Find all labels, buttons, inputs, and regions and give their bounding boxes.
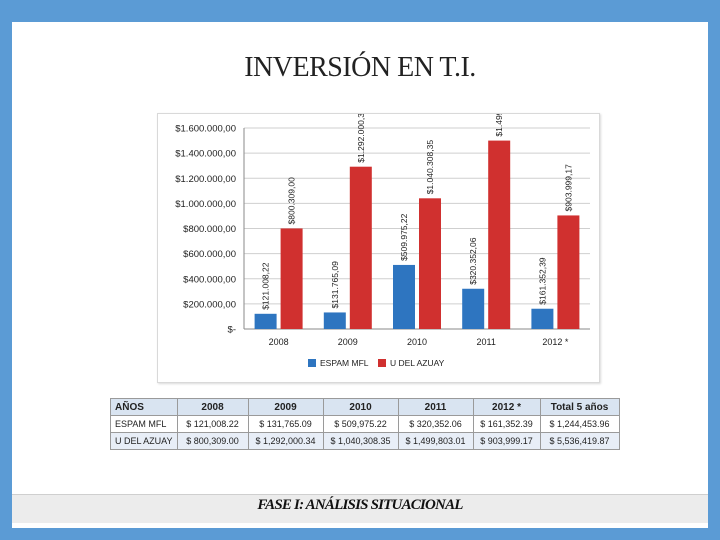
legend-label: U DEL AZUAY bbox=[390, 358, 445, 368]
y-tick-label: $1.200.000,00 bbox=[175, 174, 236, 185]
y-tick-label: $- bbox=[228, 325, 236, 336]
data-label: $1.040.308,35 bbox=[425, 140, 435, 195]
table-row-label: U DEL AZUAY bbox=[110, 432, 178, 450]
table-cell: $ 1,292,000.34 bbox=[247, 432, 324, 450]
y-tick-label: $1.000.000,00 bbox=[175, 199, 236, 210]
slide-title: INVERSIÓN EN T.I. bbox=[244, 52, 476, 83]
table-header-cell: 2009 bbox=[247, 398, 324, 416]
table-header-cell: 2012 * bbox=[472, 398, 541, 416]
table-cell: $ 509,975.22 bbox=[322, 415, 399, 433]
table-cell: $ 1,244,453.96 bbox=[539, 415, 620, 433]
table-header-cell: 2011 bbox=[397, 398, 474, 416]
bar-chart: $- $200.000,00 $400.000,00 $600.000,00 $800.… bbox=[157, 82, 600, 383]
table-cell: $ 5,536,419.87 bbox=[539, 432, 620, 450]
data-label: $1.499.803,01 bbox=[494, 114, 504, 137]
y-tick-label: $800.000,00 bbox=[183, 224, 236, 235]
slide-frame-top bbox=[0, 0, 720, 22]
bar-espam bbox=[254, 313, 277, 329]
data-label: $1.292.000,34 bbox=[356, 114, 366, 163]
slide-frame-right bbox=[708, 0, 720, 540]
x-tick-label: 2012 * bbox=[542, 337, 569, 347]
table-cell: $ 121,008.22 bbox=[176, 415, 249, 433]
table-cell: $ 903,999.17 bbox=[472, 432, 541, 450]
y-tick-label: $400.000,00 bbox=[183, 274, 236, 285]
table-header-cell: 2008 bbox=[176, 398, 249, 416]
table-cell: $ 1,499,803.01 bbox=[397, 432, 474, 450]
table-header-cell: 2010 bbox=[322, 398, 399, 416]
data-label: $903.999,17 bbox=[563, 164, 573, 212]
table-cell: $ 320,352.06 bbox=[397, 415, 474, 433]
data-label: $800.309,00 bbox=[287, 177, 297, 225]
slide-frame-left bbox=[0, 0, 12, 540]
data-label: $320.352,06 bbox=[468, 237, 478, 285]
table-cell: $ 1,040,308.35 bbox=[322, 432, 399, 450]
x-tick-label: 2010 bbox=[407, 337, 427, 347]
bar-chart-svg: $- $200.000,00 $400.000,00 $600.000,00 $800.… bbox=[175, 82, 590, 368]
footer-bar bbox=[12, 494, 708, 523]
bar-espam bbox=[393, 264, 415, 329]
bar-azuay bbox=[419, 198, 441, 329]
table-row-label: ESPAM MFL bbox=[110, 415, 178, 433]
legend-label: ESPAM MFL bbox=[320, 358, 369, 368]
bar-azuay bbox=[488, 140, 511, 329]
table-cell: $ 161,352.39 bbox=[472, 415, 541, 433]
y-tick-label: $1.400.000,00 bbox=[175, 149, 236, 160]
bar-espam bbox=[462, 288, 485, 329]
table-row: ESPAM MFL $ 121,008.22 $ 131,765.09 $ 50… bbox=[110, 415, 620, 433]
table-cell: $ 800,309.00 bbox=[176, 432, 249, 450]
table-row: U DEL AZUAY $ 800,309.00 $ 1,292,000.34 … bbox=[110, 432, 620, 450]
data-label: $509.975,22 bbox=[399, 213, 409, 261]
footer-text: FASE I: ANÁLISIS SITUACIONAL bbox=[257, 497, 463, 513]
x-tick-label: 2011 bbox=[477, 337, 496, 347]
bar-azuay bbox=[349, 166, 372, 329]
legend-swatch bbox=[378, 359, 386, 367]
x-tick-label: 2008 bbox=[269, 337, 289, 347]
investment-table: AÑOS 2008 2009 2010 2011 2012 * Total 5 … bbox=[110, 398, 620, 450]
bar-azuay bbox=[280, 228, 303, 329]
x-tick-label: 2009 bbox=[338, 337, 358, 347]
bar-azuay bbox=[557, 215, 580, 329]
table-header-row: AÑOS 2008 2009 2010 2011 2012 * Total 5 … bbox=[110, 398, 620, 416]
bar-espam bbox=[531, 308, 554, 329]
slide-frame-bottom bbox=[0, 528, 720, 540]
table-header-cell: AÑOS bbox=[110, 398, 178, 416]
data-label: $131.765,09 bbox=[330, 261, 340, 309]
table-header-cell: Total 5 años bbox=[539, 398, 620, 416]
y-tick-label: $600.000,00 bbox=[183, 249, 236, 260]
data-label: $161.352,39 bbox=[537, 257, 547, 305]
table-cell: $ 131,765.09 bbox=[247, 415, 324, 433]
data-label: $121.008,22 bbox=[261, 262, 271, 310]
y-tick-label: $200.000,00 bbox=[183, 299, 236, 310]
bar-espam bbox=[323, 312, 346, 329]
legend-swatch bbox=[308, 359, 316, 367]
y-tick-label: $1.600.000,00 bbox=[175, 124, 236, 135]
